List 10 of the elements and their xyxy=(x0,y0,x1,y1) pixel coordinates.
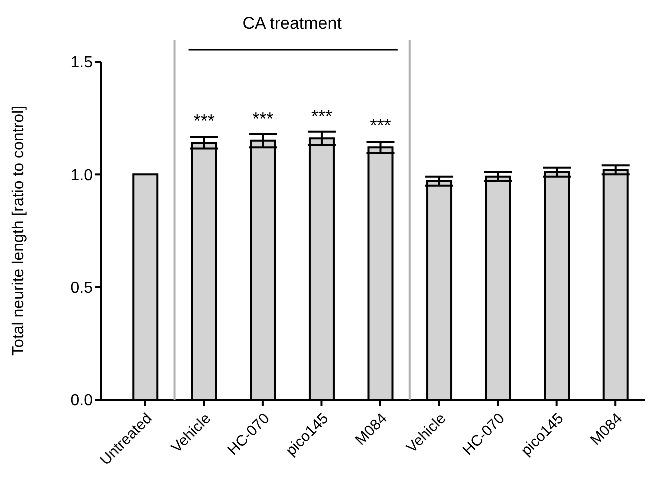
data-label: *** xyxy=(194,111,215,132)
y-tick-label: 0.5 xyxy=(70,280,94,298)
data-label: *** xyxy=(311,106,332,127)
y-tick-label: 1.0 xyxy=(70,167,94,184)
text: CA treatment xyxy=(242,14,342,33)
y-tick-label: 1.5 xyxy=(70,54,94,72)
data-label: *** xyxy=(370,116,392,136)
y-tick-label: 0.0 xyxy=(70,392,94,410)
data-label: *** xyxy=(252,108,274,129)
y-axis-title: Total neurite length [ratio to control] xyxy=(10,106,28,356)
